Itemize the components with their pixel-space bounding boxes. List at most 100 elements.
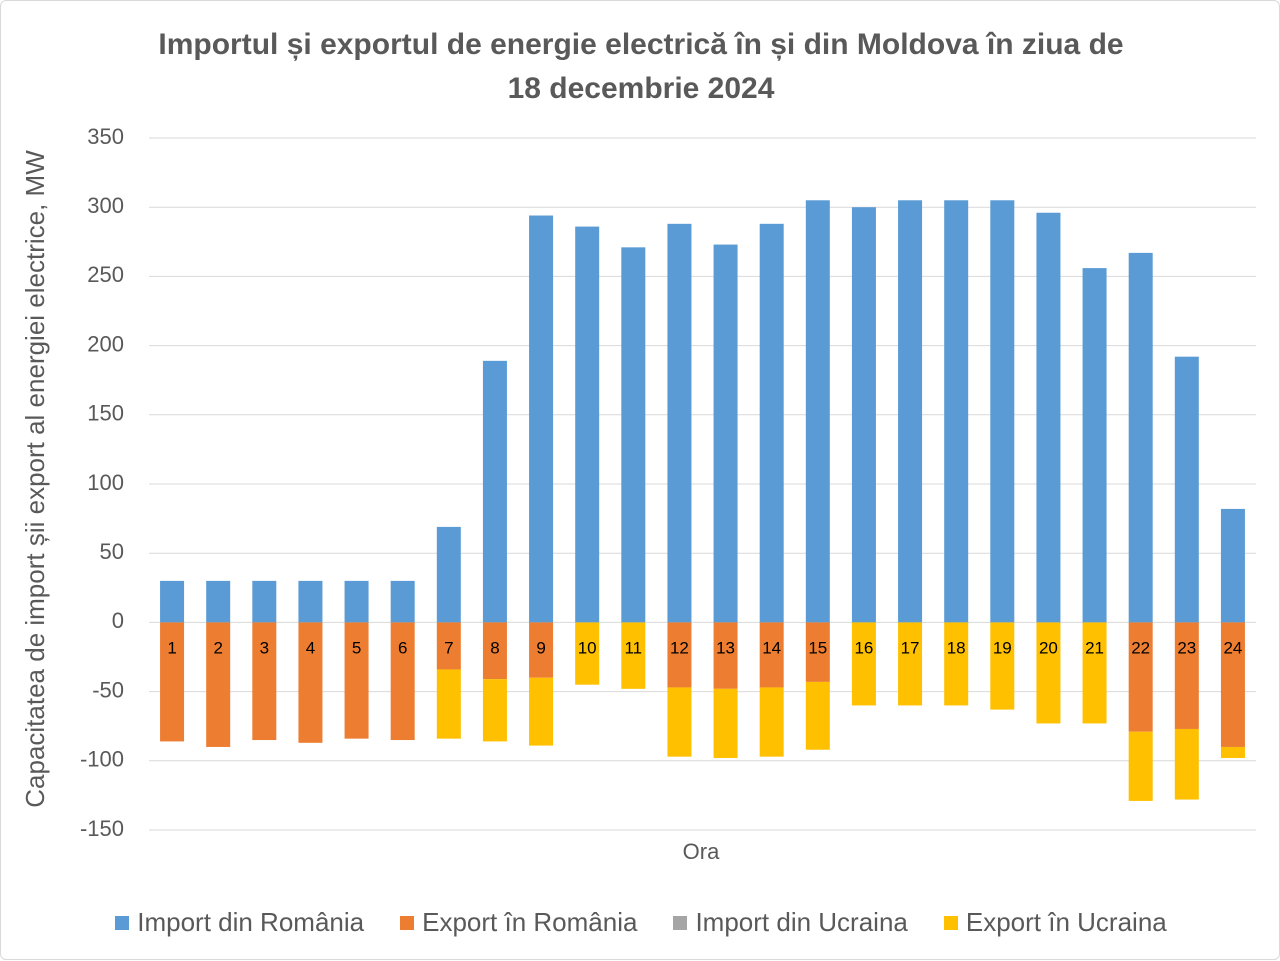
bar-segment bbox=[851, 622, 876, 706]
y-tick-label: 150 bbox=[87, 401, 124, 426]
x-tick-label: 23 bbox=[1177, 638, 1196, 657]
bar-segment bbox=[298, 580, 323, 623]
legend: Import din România Export în România Impor… bbox=[1, 907, 1280, 938]
bar-segment bbox=[1174, 622, 1199, 729]
legend-swatch bbox=[673, 915, 688, 930]
bar-segment bbox=[344, 622, 369, 739]
bar-segment bbox=[160, 580, 185, 623]
legend-swatch bbox=[943, 915, 958, 930]
bar-segment bbox=[898, 622, 923, 706]
bar-segment bbox=[1220, 622, 1245, 747]
x-tick-label: 3 bbox=[260, 638, 269, 657]
x-tick-label: 7 bbox=[444, 638, 453, 657]
legend-swatch bbox=[400, 915, 415, 930]
bar-segment bbox=[298, 622, 323, 743]
x-tick-label: 19 bbox=[993, 638, 1012, 657]
legend-item: Import din România bbox=[115, 907, 364, 938]
bar-segment bbox=[482, 679, 507, 742]
bar-segment bbox=[759, 687, 784, 757]
y-tick-label: 0 bbox=[112, 608, 124, 633]
bar-segment bbox=[529, 677, 554, 746]
bar-segment bbox=[1036, 212, 1061, 623]
y-tick-label: 50 bbox=[100, 539, 124, 564]
bar-segment bbox=[575, 622, 600, 685]
x-tick-label: 10 bbox=[578, 638, 597, 657]
bar-segment bbox=[436, 622, 461, 670]
x-tick-label: 16 bbox=[854, 638, 873, 657]
x-tick-label: 14 bbox=[762, 638, 781, 657]
legend-item: Import din Ucraina bbox=[673, 907, 908, 938]
y-tick-label: 250 bbox=[87, 262, 124, 287]
x-tick-label: 5 bbox=[352, 638, 361, 657]
bar-segment bbox=[990, 622, 1015, 710]
x-tick-label: 8 bbox=[490, 638, 499, 657]
legend-label: Import din Ucraina bbox=[695, 907, 908, 937]
bar-segment bbox=[713, 688, 738, 759]
bar-segment bbox=[759, 622, 784, 688]
bar-segment bbox=[529, 622, 554, 678]
bar-segment bbox=[667, 622, 692, 688]
bar-segment bbox=[436, 669, 461, 739]
bar-segment bbox=[252, 622, 277, 741]
bar-segment bbox=[575, 226, 600, 623]
bar-segment bbox=[344, 580, 369, 623]
bar-segment bbox=[1174, 728, 1199, 800]
bar-segment bbox=[1220, 746, 1245, 759]
bar-segment bbox=[944, 622, 969, 706]
legend-label: Export în Ucraina bbox=[965, 907, 1167, 937]
bar-segment bbox=[1082, 622, 1107, 724]
bar-segment bbox=[1082, 268, 1107, 623]
x-tick-label: 6 bbox=[398, 638, 407, 657]
bar-segment bbox=[482, 622, 507, 680]
x-tick-label: 12 bbox=[670, 638, 689, 657]
bar-segment bbox=[252, 580, 277, 623]
x-tick-label: 4 bbox=[306, 638, 315, 657]
bar-segment bbox=[206, 580, 231, 623]
bar-segment bbox=[1128, 731, 1153, 801]
bar-segment bbox=[1220, 508, 1245, 623]
y-tick-label: 300 bbox=[87, 193, 124, 218]
x-tick-label: 21 bbox=[1085, 638, 1104, 657]
x-tick-label: 20 bbox=[1039, 638, 1058, 657]
bar-segment bbox=[667, 223, 692, 623]
y-tick-label: -100 bbox=[80, 747, 124, 772]
bar-segment bbox=[898, 200, 923, 623]
x-tick-label: 24 bbox=[1223, 638, 1242, 657]
bar-segment bbox=[390, 622, 415, 741]
x-tick-label: 2 bbox=[213, 638, 222, 657]
y-tick-label: -50 bbox=[92, 677, 124, 702]
x-axis-label: Ora bbox=[683, 839, 720, 864]
legend-item: Export în Ucraina bbox=[943, 907, 1167, 938]
bar-segment bbox=[805, 622, 830, 682]
x-tick-label: 9 bbox=[536, 638, 545, 657]
bar-segment bbox=[990, 200, 1015, 623]
bar-segment bbox=[1174, 356, 1199, 623]
bar-segment bbox=[160, 622, 185, 742]
x-tick-label: 15 bbox=[808, 638, 827, 657]
bar-segment bbox=[1128, 622, 1153, 732]
bar-segment bbox=[851, 207, 876, 623]
bar-segment bbox=[482, 360, 507, 623]
bar-segment bbox=[759, 223, 784, 623]
bar-segment bbox=[529, 215, 554, 623]
x-tick-label: 11 bbox=[624, 638, 642, 657]
bar-segment bbox=[621, 247, 646, 623]
legend-item: Export în România bbox=[400, 907, 637, 938]
bar-segment bbox=[206, 622, 231, 747]
chart-title: Importul și exportul de energie electric… bbox=[158, 28, 1124, 105]
x-tick-label: 18 bbox=[947, 638, 966, 657]
legend-label: Import din România bbox=[137, 907, 365, 937]
bar-segment bbox=[1036, 622, 1061, 724]
y-tick-label: 200 bbox=[87, 331, 124, 356]
x-tick-label: 22 bbox=[1131, 638, 1150, 657]
legend-swatch bbox=[115, 915, 130, 930]
bar-segment bbox=[713, 244, 738, 623]
y-axis-label: Capacitatea de import șii export al ener… bbox=[20, 150, 50, 808]
bar-segment bbox=[621, 622, 646, 689]
bar-segment bbox=[805, 200, 830, 623]
bar-segment bbox=[1128, 252, 1153, 623]
bar-segment bbox=[667, 687, 692, 757]
x-tick-label: 1 bbox=[167, 638, 176, 657]
